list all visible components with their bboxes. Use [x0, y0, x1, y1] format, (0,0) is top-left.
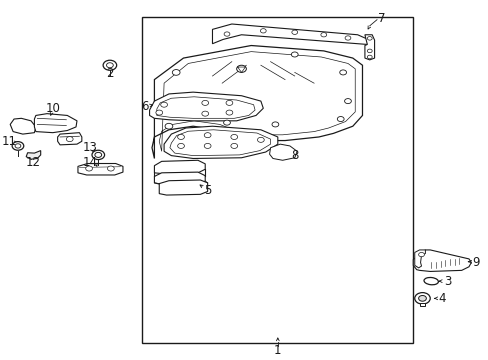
Polygon shape: [414, 250, 425, 268]
Circle shape: [95, 152, 102, 157]
Polygon shape: [34, 114, 77, 133]
Circle shape: [344, 99, 351, 104]
Circle shape: [320, 33, 326, 37]
Circle shape: [15, 144, 21, 148]
Circle shape: [339, 70, 346, 75]
Circle shape: [12, 141, 24, 150]
Polygon shape: [10, 118, 36, 134]
Text: 2: 2: [106, 67, 113, 80]
Text: 6: 6: [141, 100, 148, 113]
Circle shape: [85, 166, 92, 171]
Polygon shape: [412, 250, 470, 271]
Polygon shape: [152, 45, 362, 158]
Text: 9: 9: [471, 256, 479, 269]
Circle shape: [107, 166, 114, 171]
Circle shape: [337, 117, 344, 122]
Circle shape: [271, 122, 278, 127]
Polygon shape: [154, 172, 205, 185]
Text: 1: 1: [273, 344, 281, 357]
Circle shape: [202, 100, 208, 105]
Circle shape: [414, 293, 429, 304]
Polygon shape: [78, 163, 122, 175]
Circle shape: [257, 137, 264, 142]
Circle shape: [260, 29, 265, 33]
Text: 11: 11: [2, 135, 17, 148]
Circle shape: [225, 110, 232, 115]
Circle shape: [230, 134, 237, 139]
Polygon shape: [164, 126, 277, 158]
Bar: [142, 17, 412, 343]
Circle shape: [106, 63, 113, 68]
Circle shape: [366, 49, 371, 53]
Circle shape: [165, 123, 172, 129]
Polygon shape: [58, 133, 81, 145]
Circle shape: [418, 252, 424, 257]
Ellipse shape: [423, 278, 438, 285]
Circle shape: [345, 36, 350, 40]
Circle shape: [92, 150, 104, 159]
Text: 10: 10: [45, 103, 60, 116]
Text: 13: 13: [83, 141, 98, 154]
Circle shape: [202, 111, 208, 116]
Circle shape: [66, 136, 73, 141]
Polygon shape: [26, 150, 41, 159]
Polygon shape: [154, 160, 205, 174]
Circle shape: [204, 133, 211, 138]
Circle shape: [225, 100, 232, 105]
Text: 7: 7: [377, 12, 385, 25]
Circle shape: [161, 102, 167, 107]
Circle shape: [172, 69, 180, 75]
Polygon shape: [159, 180, 207, 195]
Circle shape: [156, 110, 163, 115]
Circle shape: [291, 30, 297, 35]
Circle shape: [204, 143, 211, 148]
Circle shape: [223, 120, 230, 125]
Circle shape: [236, 65, 246, 72]
Text: 5: 5: [203, 184, 211, 197]
Polygon shape: [149, 92, 263, 121]
Circle shape: [224, 32, 229, 36]
Text: 12: 12: [26, 156, 41, 168]
Circle shape: [177, 134, 184, 139]
Text: 4: 4: [438, 292, 445, 305]
Circle shape: [291, 52, 298, 57]
Polygon shape: [269, 144, 297, 160]
Circle shape: [366, 55, 371, 59]
Text: 3: 3: [444, 275, 451, 288]
Text: 8: 8: [290, 149, 298, 162]
Polygon shape: [212, 24, 369, 44]
Text: 14: 14: [83, 156, 98, 168]
Circle shape: [418, 296, 426, 301]
Circle shape: [103, 60, 117, 70]
Circle shape: [230, 143, 237, 148]
Polygon shape: [364, 35, 374, 60]
Polygon shape: [419, 303, 425, 306]
Circle shape: [177, 143, 184, 148]
Circle shape: [366, 37, 371, 40]
